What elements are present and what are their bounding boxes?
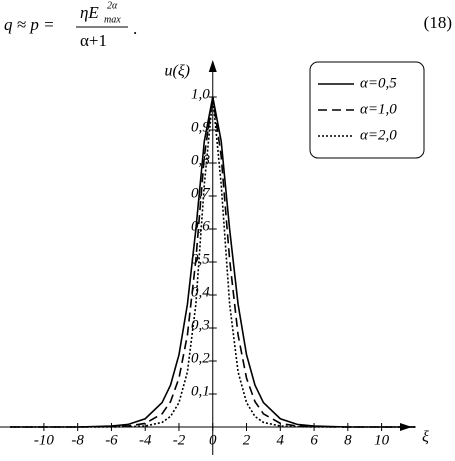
y-tick-label: 0,3 <box>191 317 210 333</box>
y-axis-arrow <box>208 60 217 72</box>
x-tick-label: -2 <box>173 432 186 448</box>
legend-label: α=0,5 <box>360 75 397 91</box>
y-tick-label: 0,2 <box>191 350 210 366</box>
y-tick-label: 0,1 <box>191 383 210 399</box>
equation-denominator: α+1 <box>80 31 107 50</box>
legend-label: α=2,0 <box>360 127 397 143</box>
series-line <box>10 96 416 428</box>
x-tick-label: 4 <box>277 432 285 448</box>
x-axis-label: ξ <box>422 429 429 446</box>
legend-label: α=1,0 <box>360 101 397 117</box>
equation-numerator: ηE <box>80 3 99 22</box>
x-tick-label: -10 <box>34 432 54 448</box>
legend-box <box>309 61 425 159</box>
equation: q ≈ p = ηE 2α max α+1 . (18) <box>4 0 452 50</box>
x-tick-label: -8 <box>71 432 84 448</box>
y-tick-label: 1,0 <box>191 86 210 102</box>
equation-superscript: 2α <box>107 0 118 11</box>
y-tick-label: 0,4 <box>191 284 210 300</box>
x-tick-label: 10 <box>374 432 390 448</box>
x-tick-label: 6 <box>310 432 318 448</box>
x-tick-label: -6 <box>105 432 118 448</box>
x-tick-label: 2 <box>243 432 251 448</box>
equation-lhs: q ≈ p = <box>4 15 55 34</box>
equation-subscript: max <box>104 14 121 25</box>
x-tick-label: 0 <box>209 432 217 448</box>
equation-number: (18) <box>424 13 452 32</box>
equation-end: . <box>133 19 137 38</box>
x-tick-label: 8 <box>344 432 352 448</box>
y-axis-label: u(ξ) <box>164 63 190 80</box>
y-tick-label: 0,8 <box>191 152 210 168</box>
x-tick-label: -4 <box>139 432 152 448</box>
